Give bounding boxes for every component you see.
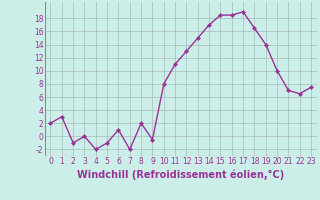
X-axis label: Windchill (Refroidissement éolien,°C): Windchill (Refroidissement éolien,°C) <box>77 169 284 180</box>
